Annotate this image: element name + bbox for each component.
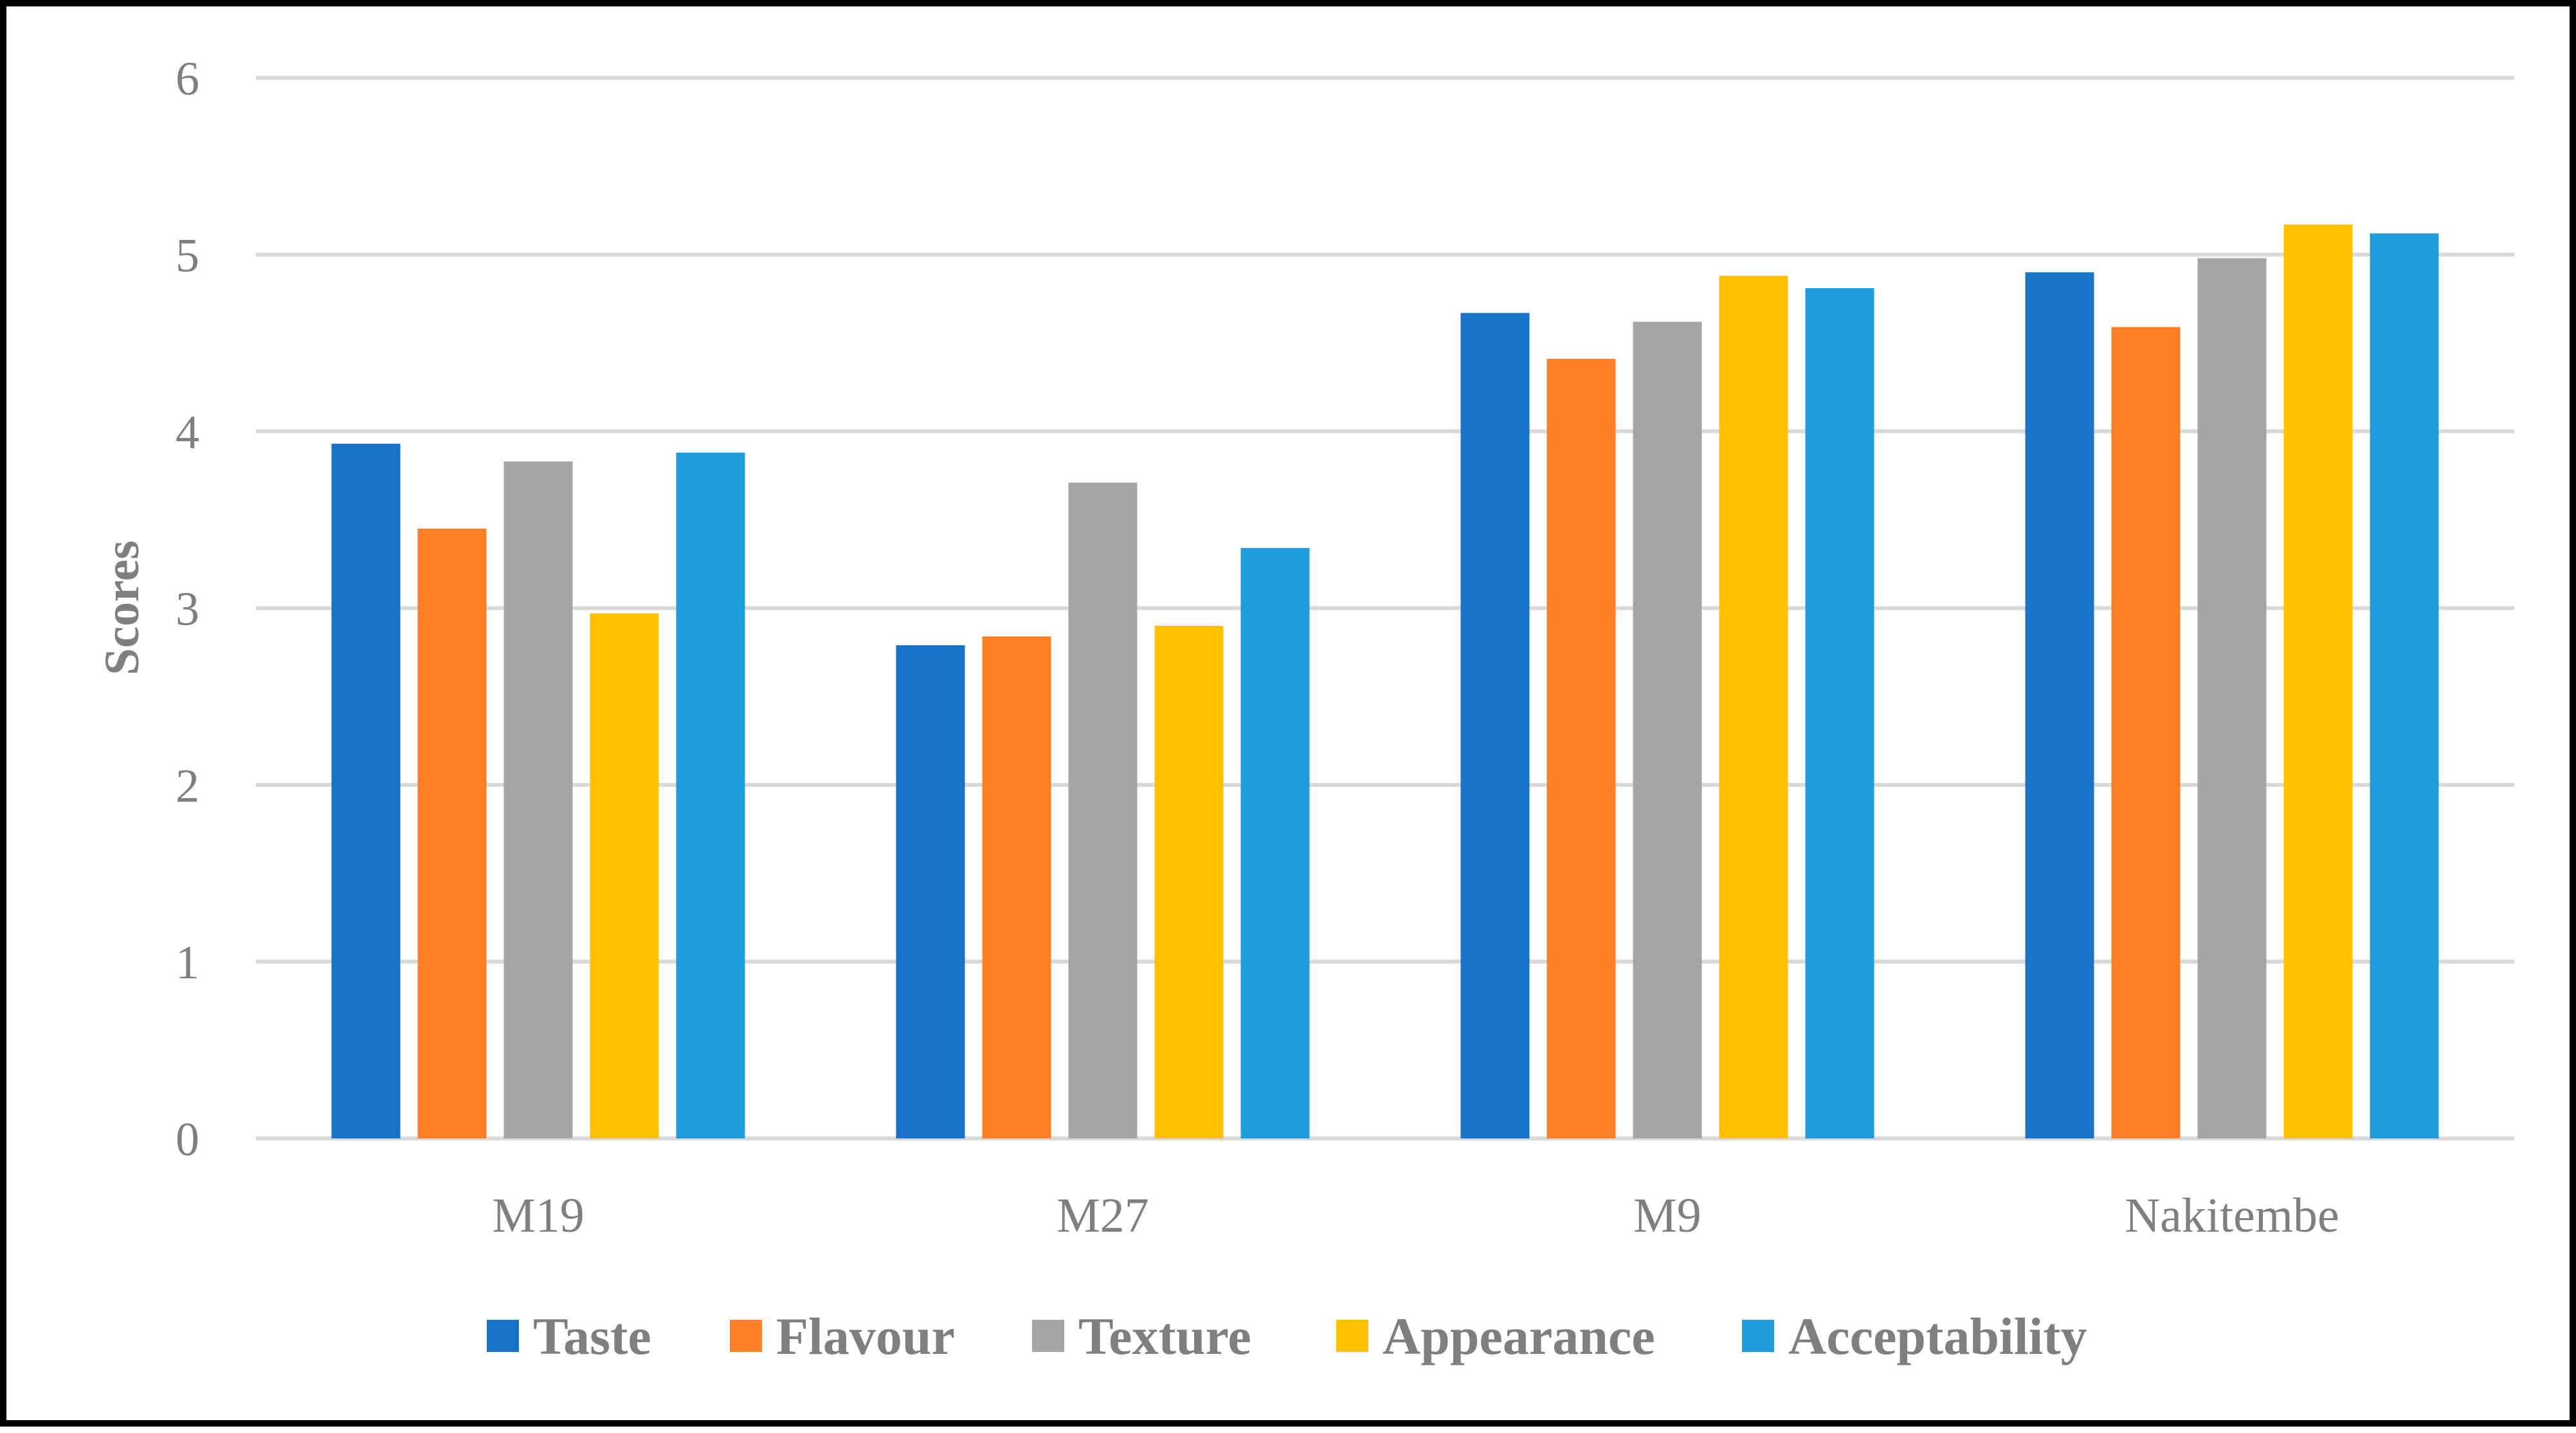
y-axis-ticks: 0 1 2 3 4 5 6 bbox=[176, 53, 199, 1166]
bar-acceptability-m9 bbox=[1805, 288, 1874, 1139]
x-category-label: M9 bbox=[1633, 1189, 1701, 1243]
y-tick-label: 0 bbox=[176, 1113, 199, 1166]
bar-texture-m27 bbox=[1068, 482, 1138, 1138]
bar-chart: 0 1 2 3 4 5 6 M19 M27 M9 Nakitembe Scores Taste Fl… bbox=[95, 53, 2514, 1365]
bar-appearance-nakitembe bbox=[2283, 224, 2353, 1138]
bar-appearance-m19 bbox=[590, 613, 659, 1138]
y-tick-label: 6 bbox=[176, 53, 199, 105]
legend-swatch-appearance bbox=[1336, 1320, 1368, 1352]
bar-texture-m9 bbox=[1633, 322, 1702, 1138]
legend-swatch-taste bbox=[487, 1320, 519, 1352]
bar-taste-m9 bbox=[1460, 313, 1530, 1138]
bar-flavour-nakitembe bbox=[2111, 327, 2181, 1138]
legend-label-acceptability: Acceptability bbox=[1788, 1307, 2087, 1365]
bar-flavour-m27 bbox=[982, 636, 1051, 1138]
bar-taste-m19 bbox=[331, 443, 401, 1138]
bar-acceptability-m19 bbox=[676, 452, 745, 1138]
y-tick-label: 1 bbox=[176, 936, 199, 989]
legend-label-flavour: Flavour bbox=[776, 1307, 955, 1365]
bar-flavour-m9 bbox=[1547, 358, 1616, 1138]
bars bbox=[331, 224, 2439, 1139]
bar-taste-m27 bbox=[896, 645, 965, 1138]
legend-swatch-flavour bbox=[730, 1320, 762, 1352]
bar-texture-nakitembe bbox=[2197, 258, 2267, 1139]
y-tick-label: 2 bbox=[176, 760, 199, 812]
legend-swatch-texture bbox=[1032, 1320, 1064, 1352]
x-axis-categories: M19 M27 M9 Nakitembe bbox=[492, 1189, 2339, 1243]
bar-taste-nakitembe bbox=[2025, 272, 2094, 1139]
legend-label-taste: Taste bbox=[533, 1307, 651, 1365]
x-category-label: M19 bbox=[492, 1189, 585, 1243]
bar-acceptability-m27 bbox=[1240, 548, 1310, 1138]
legend-swatch-acceptability bbox=[1742, 1320, 1774, 1352]
y-tick-label: 5 bbox=[176, 230, 199, 282]
bar-appearance-m27 bbox=[1154, 625, 1224, 1138]
legend-label-appearance: Appearance bbox=[1383, 1307, 1655, 1365]
legend-label-texture: Texture bbox=[1078, 1307, 1251, 1365]
bar-appearance-m9 bbox=[1719, 275, 1788, 1138]
bar-texture-m19 bbox=[503, 461, 573, 1138]
bar-acceptability-nakitembe bbox=[2370, 233, 2439, 1139]
x-category-label: Nakitembe bbox=[2125, 1189, 2339, 1243]
y-tick-label: 3 bbox=[176, 583, 199, 636]
y-tick-label: 4 bbox=[176, 406, 199, 459]
x-category-label: M27 bbox=[1057, 1189, 1149, 1243]
y-axis-title: Scores bbox=[95, 540, 149, 675]
bar-flavour-m19 bbox=[417, 528, 487, 1138]
legend: Taste Flavour Texture Appearance Acceptabili… bbox=[487, 1307, 2087, 1365]
